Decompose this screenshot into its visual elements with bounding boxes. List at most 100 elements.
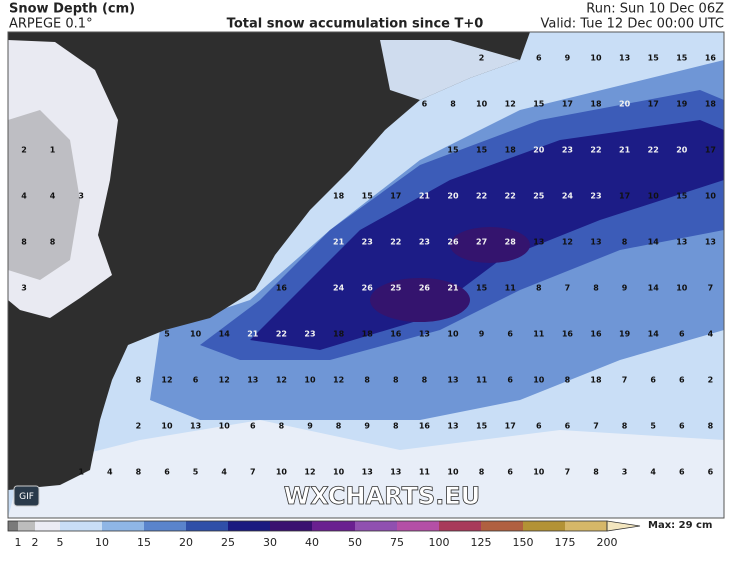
light-area — [8, 420, 724, 518]
grid-value: 17 — [619, 192, 630, 201]
grid-value: 23 — [362, 238, 373, 247]
grid-value: 22 — [590, 146, 601, 155]
grid-value: 22 — [648, 146, 659, 155]
grid-value: 18 — [590, 100, 602, 109]
colorbar-segment — [186, 521, 228, 531]
grid-value: 18 — [505, 146, 517, 155]
grid-value: 8 — [622, 422, 628, 431]
grid-value: 20 — [533, 146, 545, 155]
snow-max — [450, 227, 530, 263]
grid-value: 4 — [708, 330, 714, 339]
grid-value: 27 — [476, 238, 487, 247]
grid-value: 6 — [422, 100, 428, 109]
grid-value: 21 — [619, 146, 631, 155]
grid-value: 1 — [78, 468, 84, 477]
grid-value: 3 — [21, 284, 27, 293]
colorbar-label: 75 — [390, 536, 404, 549]
grid-value: 20 — [619, 100, 631, 109]
grid-value: 12 — [276, 376, 287, 385]
colorbar-label: 175 — [555, 536, 576, 549]
colorbar-label: 30 — [263, 536, 277, 549]
grid-value: 14 — [648, 284, 660, 293]
grid-value: 13 — [390, 468, 401, 477]
grid-value: 18 — [705, 100, 717, 109]
grid-value: 11 — [505, 284, 517, 293]
grid-value: 16 — [419, 422, 431, 431]
grid-value: 25 — [390, 284, 402, 293]
grid-value: 16 — [276, 284, 288, 293]
grid-value: 7 — [250, 468, 256, 477]
map-frame — [7, 31, 725, 519]
grid-value: 23 — [590, 192, 601, 201]
colorbar-segment — [102, 521, 144, 531]
grid-value: 6 — [164, 468, 170, 477]
gif-button[interactable]: GIF — [13, 485, 40, 507]
grid-value: 8 — [279, 422, 285, 431]
colorbar-label: 5 — [57, 536, 64, 549]
grid-value: 8 — [336, 422, 342, 431]
colorbar-frame — [7, 520, 608, 532]
snow-max — [370, 278, 470, 322]
gif-button-label[interactable]: GIF — [19, 492, 34, 502]
grid-value: 6 — [708, 468, 714, 477]
grid-value: 16 — [590, 330, 602, 339]
grid-value: 10 — [447, 330, 459, 339]
grid-value: 7 — [708, 284, 714, 293]
grid-value: 24 — [333, 284, 345, 293]
grid-value: 15 — [648, 54, 660, 63]
grid-value: 9 — [364, 422, 370, 431]
colorbar-label: 125 — [471, 536, 492, 549]
grid-value: 17 — [648, 100, 659, 109]
grid-value: 10 — [648, 192, 660, 201]
colorbar-label: 200 — [597, 536, 618, 549]
grid-value: 15 — [533, 100, 545, 109]
grid-value: 12 — [219, 376, 230, 385]
grid-value: 13 — [619, 54, 630, 63]
grid-value: 5 — [193, 468, 199, 477]
grid-value: 4 — [50, 192, 56, 201]
grid-value: 8 — [536, 284, 542, 293]
grid-value: 6 — [679, 330, 685, 339]
grid-value: 13 — [590, 238, 601, 247]
grid-value: 10 — [447, 468, 459, 477]
grid-value: 13 — [419, 330, 430, 339]
grid-value: 8 — [622, 238, 628, 247]
grid-value: 10 — [276, 468, 288, 477]
grid-value: 13 — [533, 238, 544, 247]
grid-value: 8 — [136, 468, 142, 477]
grid-value: 13 — [676, 238, 687, 247]
grid-value: 13 — [247, 376, 258, 385]
grid-value: 16 — [562, 330, 574, 339]
colorbar-segment — [355, 521, 397, 531]
grid-value: 17 — [390, 192, 401, 201]
valid-time: Valid: Tue 12 Dec 00:00 UTC — [540, 17, 724, 32]
grid-value: 4 — [650, 468, 656, 477]
grid-value: 6 — [679, 422, 685, 431]
colorbar-segment — [60, 521, 102, 531]
grid-value: 12 — [333, 376, 344, 385]
land-shade — [8, 110, 80, 280]
grid-value: 10 — [676, 284, 688, 293]
grid-value: 8 — [450, 100, 456, 109]
grid-value: 6 — [507, 468, 513, 477]
grid-value: 5 — [164, 330, 170, 339]
grid-value: 12 — [505, 100, 516, 109]
grid-value: 13 — [705, 238, 716, 247]
grid-value: 22 — [276, 330, 287, 339]
grid-value: 6 — [565, 422, 571, 431]
grid-value: 12 — [161, 376, 172, 385]
land-uk — [8, 40, 118, 318]
grid-value: 10 — [304, 376, 316, 385]
grid-value: 7 — [622, 376, 628, 385]
grid-value: 4 — [107, 468, 113, 477]
grid-value: 10 — [590, 54, 602, 63]
colorbar-segment — [18, 521, 35, 531]
grid-value: 3 — [622, 468, 628, 477]
colorbar-label: 2 — [32, 536, 39, 549]
grid-value: 26 — [362, 284, 374, 293]
grid-value: 18 — [333, 192, 345, 201]
gif-button-bg[interactable] — [13, 485, 40, 507]
grid-value: 15 — [362, 192, 374, 201]
colorbar-segment — [228, 521, 270, 531]
